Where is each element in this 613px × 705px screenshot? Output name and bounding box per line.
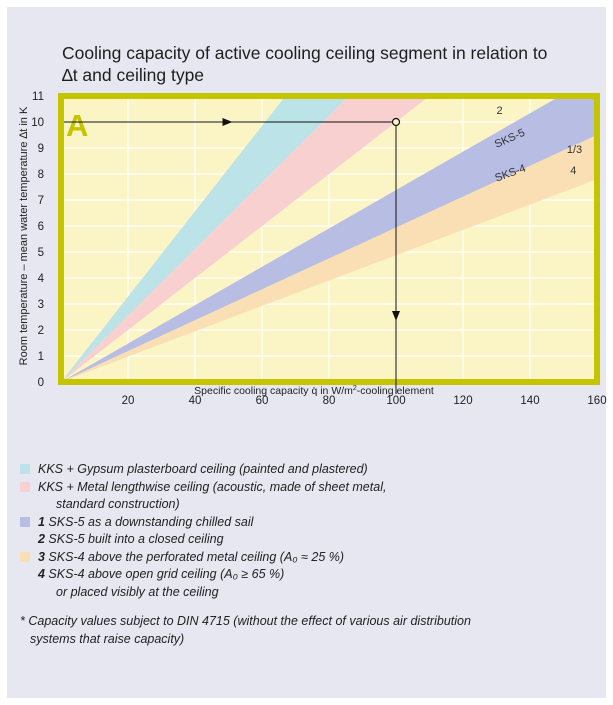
legend-swatch (20, 464, 30, 474)
legend-item: KKS + Metal lengthwise ceiling (acoustic… (20, 480, 386, 494)
y-tick-label: 7 (38, 195, 44, 207)
x-tick-label: 60 (256, 395, 269, 407)
y-tick-label: 2 (38, 325, 44, 337)
reference-lines (64, 117, 401, 394)
legend-swatch (20, 516, 30, 527)
legend-text: KKS + Gypsum plasterboard ceiling (paint… (38, 462, 368, 476)
footnote-line-1: * Capacity values subject to DIN 4715 (w… (20, 614, 471, 628)
x-tick-label: 40 (189, 395, 202, 407)
legend-item: 3 SKS-4 above the perforated metal ceili… (20, 550, 344, 564)
legend-item: 4 SKS-4 above open grid ceiling (A₀ ≥ 65… (20, 567, 284, 581)
legend-text: KKS + Metal lengthwise ceiling (acoustic… (38, 479, 387, 494)
legend-text: SKS-4 above open grid ceiling (A₀ ≥ 65 %… (44, 567, 285, 581)
y-tick-label: 9 (38, 143, 44, 155)
y-tick-labels: 0 1 2 3 4 5 6 7 8 9 10 11 (31, 91, 44, 389)
legend-text: SKS-4 above the perforated metal ceiling… (44, 549, 345, 564)
arrow-right (222, 118, 233, 126)
plot-frame (58, 93, 600, 385)
y-tick-label: 4 (38, 273, 45, 285)
y-axis-label: Room temperature – mean water temperatur… (18, 106, 30, 365)
y-tick-label: 8 (38, 169, 44, 181)
annotation-label: 1/3 (567, 144, 582, 156)
arrow-down (392, 311, 400, 321)
footnote-line-2: systems that raise capacity) (30, 632, 185, 646)
y-tick-label: 5 (38, 247, 44, 259)
y-tick-label: 10 (31, 117, 44, 129)
legend-text: SKS-5 as a downstanding chilled sail (44, 514, 254, 529)
band-3 (61, 96, 597, 382)
x-tick-label: 160 (587, 395, 606, 407)
annotation-label: 2 (497, 105, 503, 117)
x-tick-label: 80 (323, 395, 336, 407)
legend-item: KKS + Gypsum plasterboard ceiling (paint… (20, 462, 368, 476)
legend-item: 1 SKS-5 as a downstanding chilled sail (20, 515, 253, 529)
legend-number: 1 (38, 514, 45, 529)
band-2 (61, 96, 430, 382)
band-4 (61, 135, 597, 382)
legend-item: standard construction) (38, 497, 180, 511)
annotation-label: 4 (570, 165, 576, 177)
y-tick-label: 3 (38, 299, 44, 311)
chart-title-line-2: ∆t and ceiling type (62, 65, 205, 85)
legend-number: 2 (38, 532, 45, 546)
legend-swatch (20, 481, 30, 492)
legend-text: or placed visibly at the ceiling (56, 584, 219, 599)
x-tick-label: 100 (386, 395, 405, 407)
y-tick-label: 11 (32, 91, 44, 103)
legend-item: 2 SKS-5 built into a closed ceiling (20, 532, 224, 546)
y-tick-label: 0 (38, 377, 44, 389)
x-tick-labels: 20 40 60 80 100 120 140 160 (122, 395, 607, 407)
legend-number: 3 (38, 549, 45, 564)
data-bands (61, 96, 597, 382)
panel-letter: A (66, 108, 88, 143)
x-tick-label: 20 (122, 395, 135, 407)
y-tick-label: 1 (38, 351, 44, 363)
chart-title-line-1: Cooling capacity of active cooling ceili… (62, 43, 548, 63)
x-axis-label: Specific cooling capacity q̇ in W/m2-coo… (194, 385, 434, 397)
legend-text: SKS-5 built into a closed ceiling (44, 532, 224, 546)
legend-swatch (20, 551, 30, 562)
legend-item: or placed visibly at the ceiling (38, 585, 219, 599)
x-tick-label: 120 (453, 395, 472, 407)
legend-number: 4 (38, 567, 45, 581)
y-tick-label: 6 (38, 221, 44, 233)
legend-text: standard construction) (56, 497, 180, 511)
x-tick-label: 140 (520, 395, 539, 407)
reference-point (391, 117, 401, 127)
